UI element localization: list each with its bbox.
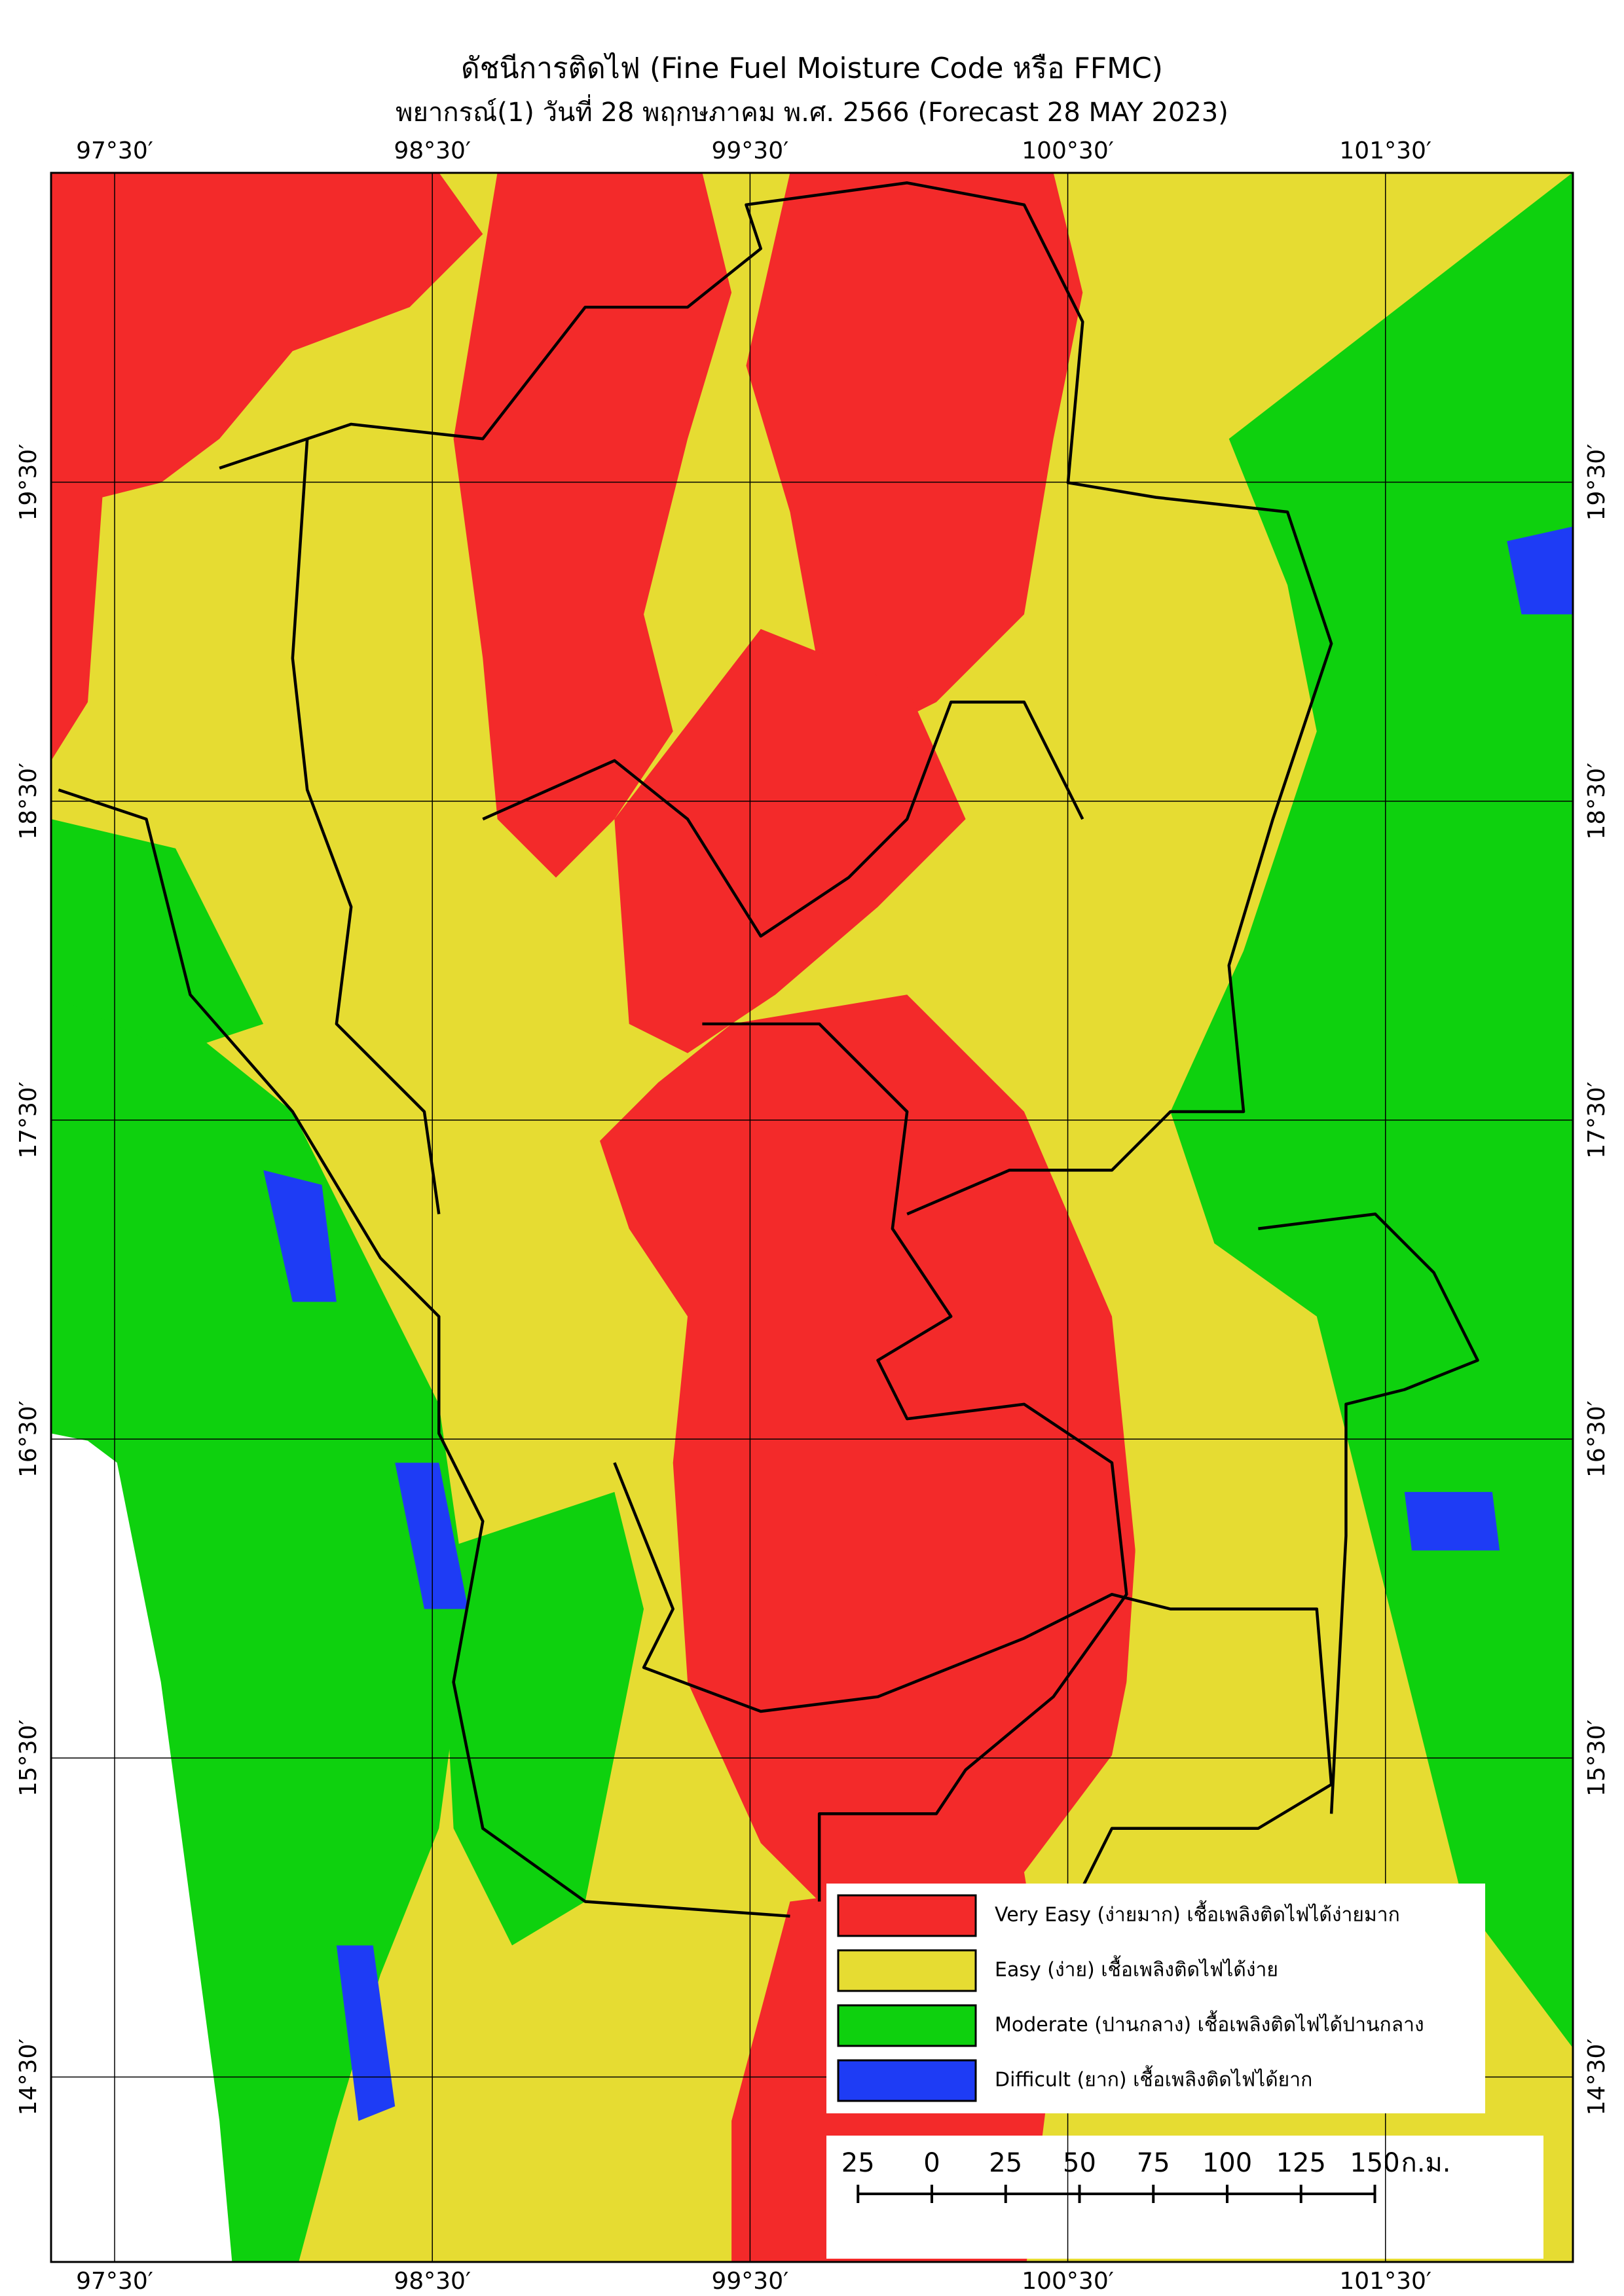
fire-zone (263, 1170, 337, 1302)
fire-zone (600, 994, 1141, 1902)
fire-zone (51, 819, 264, 1053)
title: ดัชนีการติดไฟ (Fine Fuel Moisture Code ห… (461, 52, 1163, 85)
lat-label: 19°30′ (1583, 444, 1610, 521)
lat-label: 14°30′ (1583, 2039, 1610, 2116)
scale-label: 125 (1276, 2148, 1326, 2178)
fire-zone (1404, 1491, 1500, 1551)
lon-label: 98°30′ (394, 137, 471, 164)
lat-label: 18°30′ (15, 763, 42, 840)
fire-zone (51, 172, 483, 761)
legend-label: Moderate (ปานกลาง) เชื้อเพลิงติดไฟได้ปาน… (995, 2011, 1424, 2037)
scale-unit: ก.ม. (1401, 2148, 1451, 2178)
fire-zone (1507, 526, 1573, 615)
legend-label: Difficult (ยาก) เชื้อเพลิงติดไฟได้ยาก (995, 2066, 1312, 2092)
lon-label: 101°30′ (1339, 137, 1431, 164)
lat-label: 16°30′ (15, 1400, 42, 1478)
subtitle: พยากรณ์(1) วันที่ 28 พฤกษภาคม พ.ศ. 2566 … (396, 94, 1228, 128)
lat-label: 15°30′ (15, 1719, 42, 1796)
legend-swatch (837, 2004, 977, 2047)
legend-swatch (837, 1949, 977, 1992)
legend-swatch (837, 2059, 977, 2102)
lon-label: 100°30′ (1022, 2268, 1114, 2295)
lat-label: 18°30′ (1583, 763, 1610, 840)
lat-label: 15°30′ (1583, 1719, 1610, 1796)
scale-label: 150 (1350, 2148, 1399, 2178)
scale-label: 0 (923, 2148, 940, 2178)
lon-label: 98°30′ (394, 2268, 471, 2295)
lat-label: 14°30′ (15, 2039, 42, 2116)
lat-label: 16°30′ (1583, 1400, 1610, 1478)
fire-zone (614, 629, 966, 1053)
legend-label: Easy (ง่าย) เชื้อเพลิงติดไฟได้ง่าย (995, 1956, 1278, 1982)
lon-label: 97°30′ (76, 2268, 153, 2295)
lon-label: 100°30′ (1022, 137, 1114, 164)
legend-swatch (837, 1894, 977, 1937)
map-raster (51, 172, 1573, 2263)
scale-label: 50 (1063, 2148, 1096, 2178)
legend-label: Very Easy (ง่ายมาก) เชื้อเพลิงติดไฟได้ง่… (995, 1901, 1400, 1927)
fire-zone (453, 172, 732, 878)
scale-label: 25 (841, 2148, 875, 2178)
lat-label: 17°30′ (15, 1082, 42, 1159)
lon-label: 99°30′ (711, 137, 788, 164)
scale-label: 25 (989, 2148, 1022, 2178)
map-frame (50, 172, 1574, 2263)
lon-label: 101°30′ (1339, 2268, 1431, 2295)
fire-zone (1170, 172, 1573, 2048)
lon-label: 99°30′ (711, 2268, 788, 2295)
lon-label: 97°30′ (76, 137, 153, 164)
lat-label: 17°30′ (1583, 1082, 1610, 1159)
scale-box (826, 2136, 1543, 2259)
lat-label: 19°30′ (15, 444, 42, 521)
scale-label: 100 (1202, 2148, 1252, 2178)
fire-zone (395, 1463, 468, 1609)
fire-zone (746, 172, 1083, 732)
fire-zone (1126, 1316, 1346, 1829)
scale-label: 75 (1137, 2148, 1170, 2178)
